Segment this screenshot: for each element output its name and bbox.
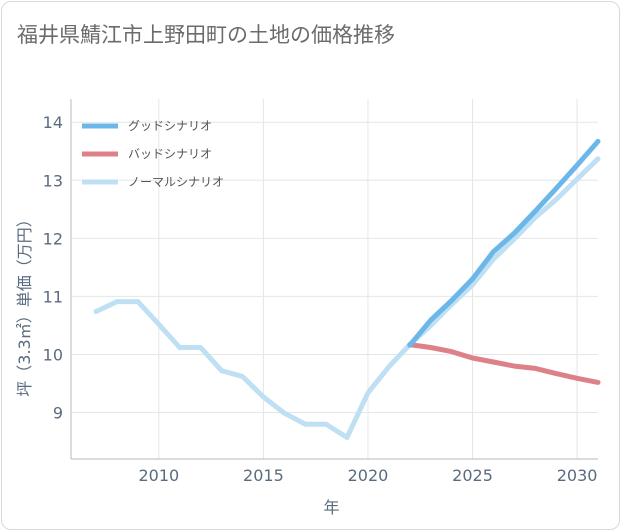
data-point	[512, 236, 517, 242]
data-point	[323, 421, 329, 427]
series-line	[93, 156, 601, 440]
series-line	[407, 342, 601, 385]
data-point	[449, 298, 454, 303]
legend-item[interactable]: グッドシナリオ	[82, 119, 212, 133]
data-point	[177, 345, 182, 350]
legend-item[interactable]: ノーマルシナリオ	[82, 175, 224, 189]
data-point	[574, 176, 580, 182]
y-tick-label: 9	[53, 404, 63, 423]
data-point	[303, 421, 308, 427]
data-point	[574, 162, 580, 168]
series-good	[407, 138, 601, 348]
y-tick-label: 12	[43, 229, 63, 248]
y-axis-title: 坪（3.3㎡）単価（万円）	[15, 211, 34, 396]
data-point	[135, 299, 141, 304]
data-point	[533, 208, 538, 214]
data-point	[595, 380, 601, 385]
y-tick-label: 13	[43, 171, 63, 190]
data-point	[553, 371, 559, 376]
series-layer	[93, 138, 601, 440]
series-normal	[93, 156, 601, 440]
data-point	[512, 230, 517, 236]
data-point	[198, 345, 203, 350]
axis-layer: 2010 2015 2020 2025 2030 9 10 11 12 13 14 年 坪（3.3㎡）単…	[15, 99, 598, 517]
data-point	[470, 282, 475, 288]
series-line	[407, 138, 601, 348]
legend-label: グッドシナリオ	[128, 119, 212, 133]
data-point	[428, 318, 433, 323]
data-point	[533, 366, 538, 371]
data-point	[595, 139, 601, 144]
data-point	[470, 276, 475, 282]
series-bad	[407, 342, 601, 385]
data-point	[491, 257, 496, 262]
x-tick-label: 2030	[557, 466, 598, 485]
data-point	[261, 394, 266, 400]
data-point	[114, 299, 120, 304]
data-point	[449, 349, 454, 354]
data-point	[491, 359, 496, 365]
data-point	[553, 197, 559, 202]
data-point	[574, 376, 580, 381]
y-tick-label: 10	[43, 345, 63, 364]
data-point	[512, 363, 517, 369]
x-tick-label: 2010	[138, 466, 179, 485]
data-point	[595, 156, 601, 162]
grid-layer	[71, 99, 598, 459]
data-point	[282, 410, 287, 416]
data-point	[219, 368, 224, 373]
data-point	[491, 249, 496, 254]
y-tick-label: 11	[43, 287, 63, 306]
data-point	[407, 342, 412, 348]
data-point	[386, 364, 392, 369]
legend-label: バッドシナリオ	[128, 147, 212, 161]
data-point	[344, 435, 350, 440]
legend-label: ノーマルシナリオ	[128, 175, 224, 189]
page-title: 福井県鯖江市上野田町の土地の価格推移	[17, 23, 395, 47]
x-axis-title: 年	[323, 498, 339, 517]
data-point	[93, 309, 99, 314]
data-point	[470, 355, 475, 361]
y-tick-label: 14	[43, 113, 63, 132]
data-point	[156, 322, 162, 327]
x-tick-label: 2015	[243, 466, 284, 485]
data-point	[428, 345, 433, 350]
data-point	[240, 374, 245, 379]
x-tick-label: 2020	[348, 466, 389, 485]
legend-item[interactable]: バッドシナリオ	[82, 147, 212, 161]
x-tick-label: 2025	[452, 466, 493, 485]
data-point	[553, 186, 559, 191]
data-point	[533, 215, 538, 220]
data-point	[365, 390, 371, 396]
